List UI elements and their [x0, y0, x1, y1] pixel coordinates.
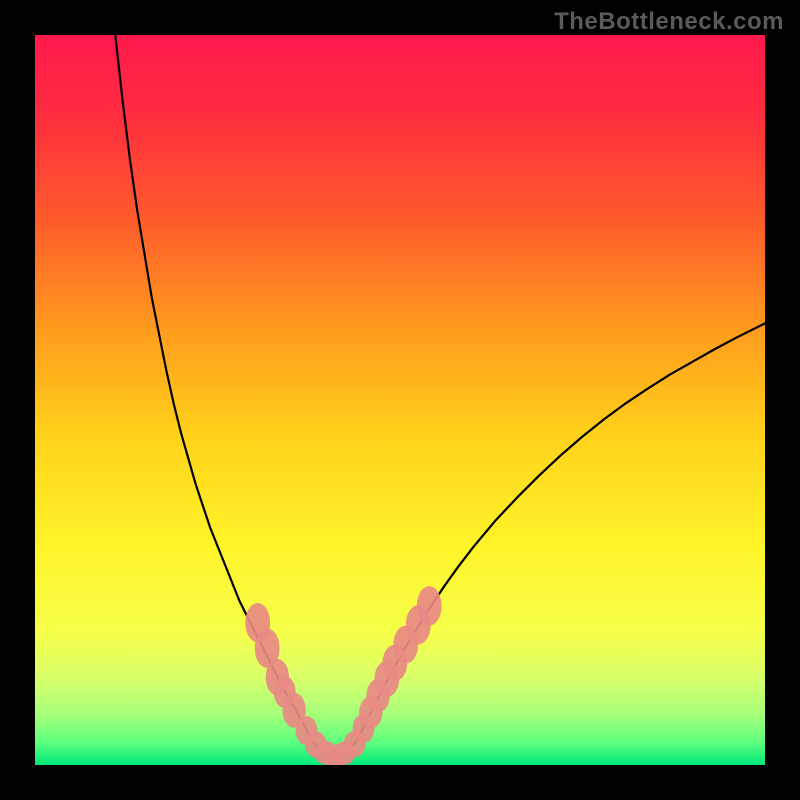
marker-point — [417, 586, 442, 625]
plot-svg — [35, 35, 765, 765]
plot-area — [35, 35, 765, 765]
chart-root: TheBottleneck.com — [0, 0, 800, 800]
watermark-text: TheBottleneck.com — [554, 8, 784, 36]
